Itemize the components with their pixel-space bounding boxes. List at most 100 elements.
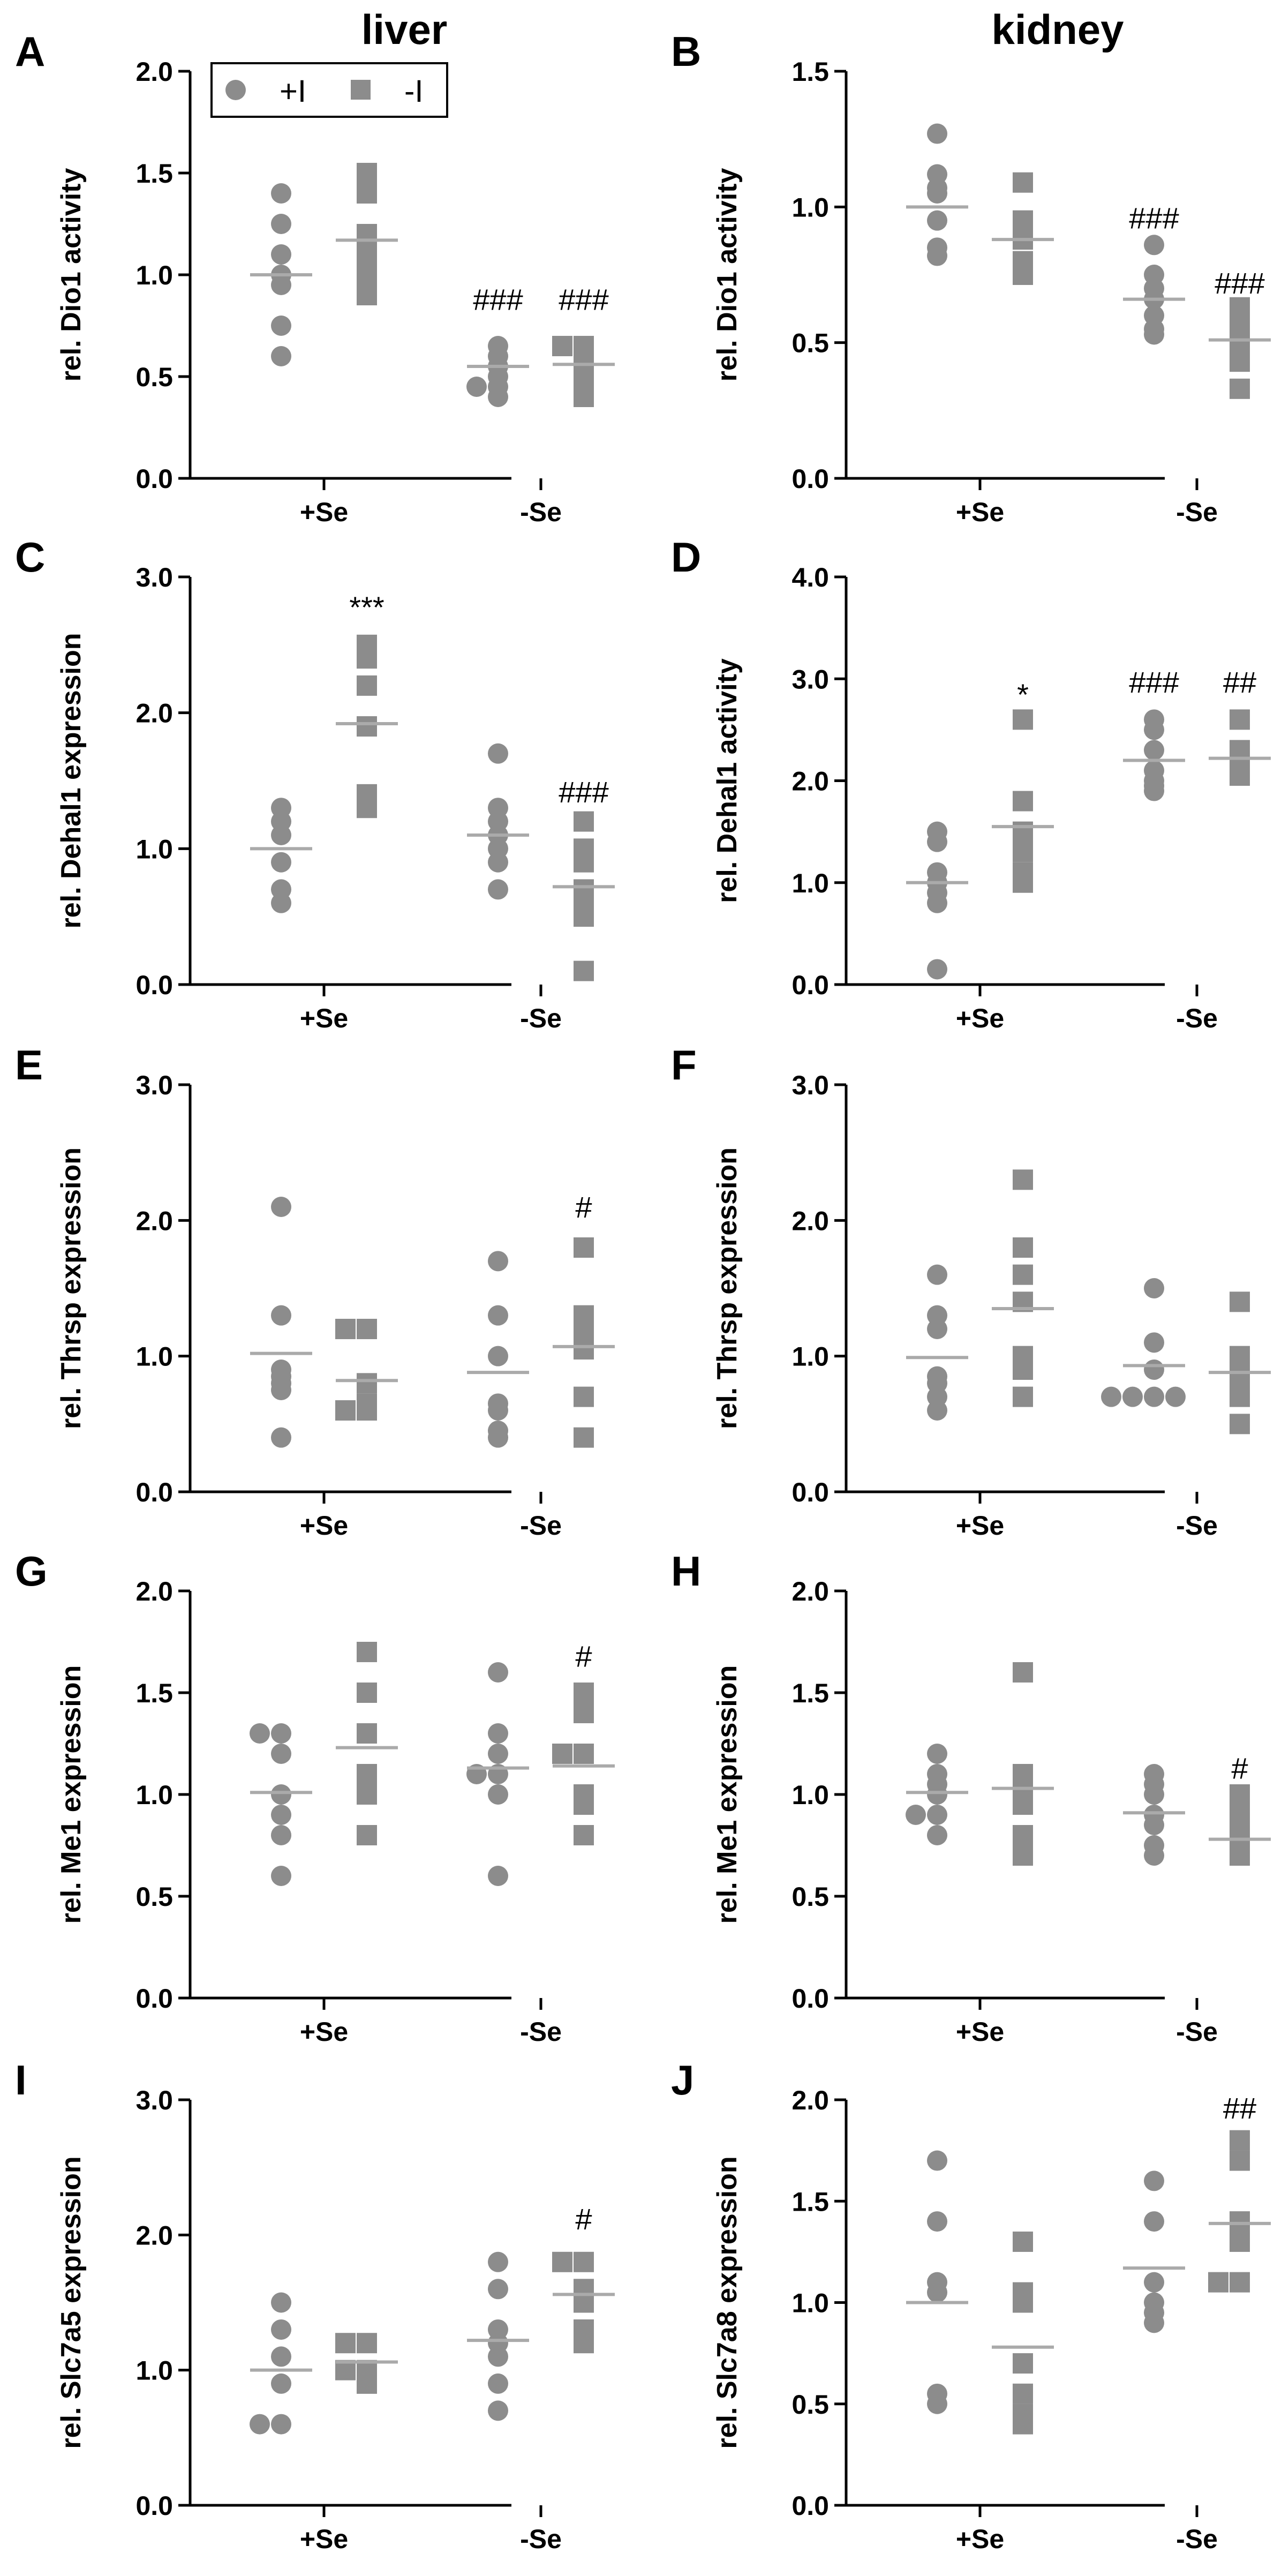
data-point-square — [1230, 765, 1250, 786]
panel-A: A 0.0 0.5 1.0 1.5 2.0 +Se -Se rel. Dio1 activity… — [15, 28, 615, 527]
data-point-circle — [271, 892, 291, 913]
data-point-circle — [271, 1427, 291, 1448]
data-point-circle — [271, 2346, 291, 2367]
data-point-circle — [488, 2346, 508, 2367]
data-point-square — [1013, 1825, 1033, 1845]
y-tick-label: 1.0 — [791, 2288, 829, 2318]
panel-letter: B — [671, 28, 701, 75]
panel-letter: D — [671, 534, 701, 581]
x-tick-label: -Se — [1176, 1003, 1218, 1033]
data-point-square — [1230, 1845, 1250, 1866]
data-point-square — [574, 1427, 594, 1448]
y-axis-label: rel. Slc7a8 expression — [712, 2156, 743, 2449]
panel-letter: J — [671, 2056, 694, 2104]
y-tick-label: 2.0 — [135, 57, 173, 87]
data-point-circle — [1144, 2171, 1164, 2191]
y-tick-label: 0.0 — [135, 2491, 173, 2521]
data-point-circle — [488, 2251, 508, 2272]
significance-mark: ## — [1223, 665, 1256, 699]
data-point-circle — [488, 2373, 508, 2394]
data-point-circle — [1144, 1332, 1164, 1353]
y-tick-label: 0.5 — [135, 1882, 173, 1912]
data-point-circle — [488, 1346, 508, 1366]
data-point-circle — [271, 214, 291, 234]
data-point-circle — [927, 1784, 947, 1805]
data-point-circle — [271, 1784, 291, 1805]
y-tick-label: 2.0 — [135, 1206, 173, 1236]
y-tick-label: 0.5 — [791, 1882, 829, 1912]
x-tick-label: -Se — [1176, 2017, 1218, 2047]
data-point-circle — [271, 275, 291, 295]
data-point-circle — [1144, 235, 1164, 256]
data-point-circle — [271, 316, 291, 336]
data-point-circle — [1144, 324, 1164, 345]
y-tick-label: 1.0 — [135, 2356, 173, 2386]
data-point-square — [1013, 842, 1033, 862]
y-tick-label: 0.0 — [791, 970, 829, 1000]
x-tick-label: +Se — [300, 497, 348, 527]
data-point-circle — [488, 1662, 508, 1683]
x-tick-label: +Se — [300, 1003, 348, 1033]
significance-mark: # — [575, 2202, 592, 2236]
data-point-circle — [271, 346, 291, 366]
y-axis-label: rel. Me1 expression — [56, 1665, 87, 1924]
data-point-square — [1208, 2272, 1228, 2293]
y-tick-label: 1.0 — [135, 260, 173, 290]
data-point-square — [1013, 1662, 1033, 1683]
significance-mark: ### — [1129, 201, 1179, 235]
y-tick-label: 3.0 — [135, 562, 173, 592]
panel-letter: G — [15, 1548, 48, 1595]
significance-mark: ## — [1223, 2091, 1256, 2125]
data-point-circle — [927, 183, 947, 204]
data-point-circle — [271, 1805, 291, 1825]
x-tick-label: -Se — [520, 2524, 562, 2554]
legend-label-minus-i: -I — [404, 74, 423, 109]
significance-mark: ### — [559, 775, 608, 809]
panel-C: C 0.0 1.0 2.0 3.0 +Se -Se rel. Dehal1 expressio… — [15, 534, 615, 1033]
data-point-square — [357, 1723, 377, 1744]
data-point-circle — [1144, 1360, 1164, 1380]
data-point-circle — [927, 123, 947, 144]
data-point-circle — [488, 1427, 508, 1448]
data-point-square — [1013, 1386, 1033, 1407]
y-tick-label: 0.0 — [791, 2491, 829, 2521]
data-point-square — [1013, 1360, 1033, 1380]
y-tick-label: 1.0 — [791, 1342, 829, 1372]
y-tick-label: 2.0 — [135, 1576, 173, 1606]
data-point-square — [1013, 2383, 1033, 2404]
y-tick-label: 1.5 — [791, 1678, 829, 1708]
data-point-circle — [488, 2400, 508, 2421]
data-point-circle — [271, 1744, 291, 1764]
data-point-square — [357, 163, 377, 183]
y-tick-label: 4.0 — [791, 562, 829, 592]
data-point-square — [1230, 351, 1250, 372]
data-point-circle — [488, 1866, 508, 1886]
x-tick-label: +Se — [956, 1511, 1004, 1541]
data-point-circle — [488, 1251, 508, 1272]
x-tick-label: +Se — [300, 2524, 348, 2554]
x-tick-label: +Se — [300, 1511, 348, 1541]
panel-letter: C — [15, 534, 45, 581]
data-point-square — [1230, 2211, 1250, 2232]
y-tick-label: 1.0 — [791, 192, 829, 222]
data-point-square — [1013, 791, 1033, 812]
significance-mark: ### — [1129, 665, 1179, 699]
data-point-square — [1013, 709, 1033, 730]
data-point-square — [552, 1744, 572, 1764]
panel-F: F 0.0 1.0 2.0 3.0 +Se -Se rel. Thrsp expression — [671, 1041, 1271, 1541]
data-point-square — [357, 675, 377, 696]
data-point-circle — [271, 1380, 291, 1400]
significance-mark: *** — [349, 590, 384, 624]
data-point-square — [1230, 1805, 1250, 1825]
data-point-square — [574, 1825, 594, 1845]
data-point-square — [357, 1642, 377, 1662]
data-point-circle — [1144, 1278, 1164, 1298]
y-tick-label: 0.5 — [791, 328, 829, 358]
data-point-square — [1013, 872, 1033, 893]
panels: A 0.0 0.5 1.0 1.5 2.0 +Se -Se rel. Dio1 activity… — [15, 28, 1271, 2554]
data-point-circle — [250, 2414, 270, 2435]
data-point-circle — [927, 2393, 947, 2414]
data-point-circle — [271, 183, 291, 204]
data-point-square — [1230, 378, 1250, 399]
y-tick-label: 1.5 — [791, 57, 829, 87]
